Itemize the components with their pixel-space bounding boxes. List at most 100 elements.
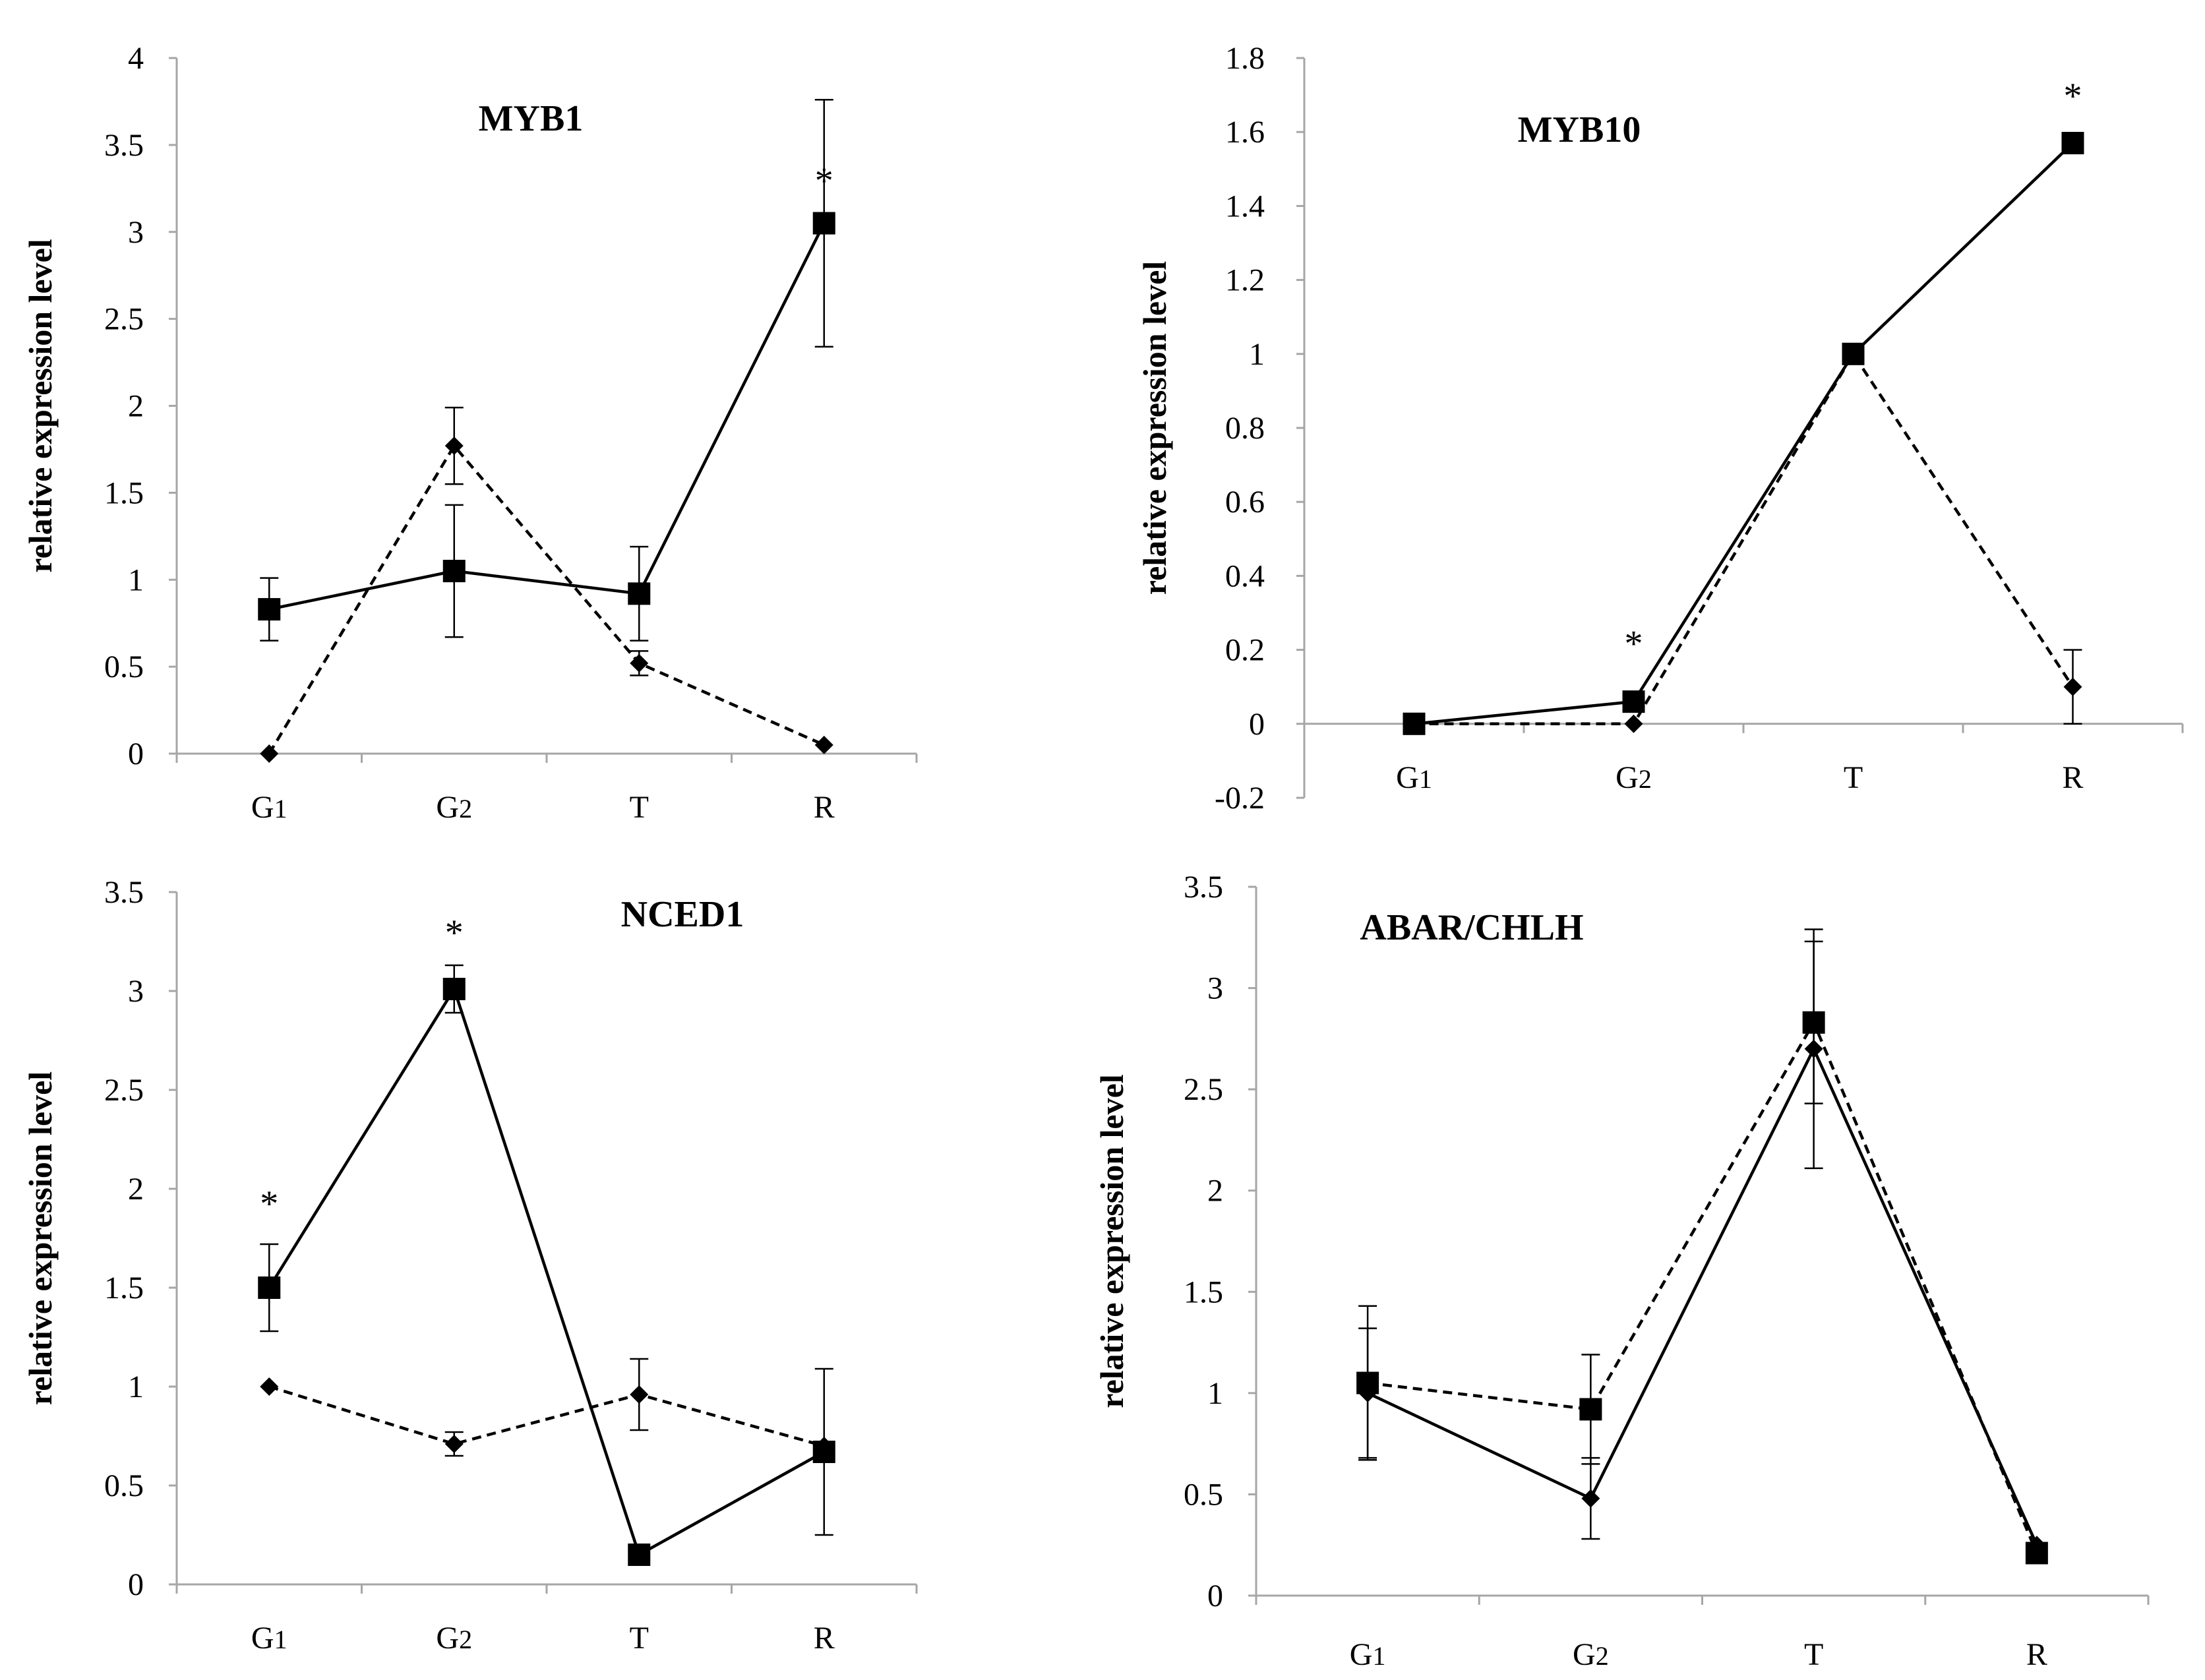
data-point-g1 — [260, 1377, 279, 1396]
x-tick-label-r: R — [814, 790, 835, 825]
significance-marker-g2: * — [445, 913, 464, 953]
y-tick-label-1p5: 1.5 — [104, 1271, 144, 1305]
series-dashed-diamond — [1405, 344, 2082, 733]
x-tick-label-t: T — [630, 790, 649, 825]
y-tick-label-4: 4 — [128, 41, 144, 76]
y-tick-label-1p6: 1.6 — [1225, 115, 1265, 150]
data-point-t — [630, 1385, 649, 1404]
y-tick-label-3p5: 3.5 — [104, 128, 144, 163]
y-tick-label-0: 0 — [1249, 707, 1265, 742]
series-line — [268, 443, 825, 755]
data-point-t — [628, 582, 651, 605]
series-line — [268, 1385, 825, 1448]
data-point-r — [812, 212, 835, 235]
data-point-g1 — [258, 1276, 281, 1299]
x-tick-label-t: T — [1804, 1637, 1823, 1672]
series-dashed-diamond — [260, 406, 833, 763]
series-line — [1367, 1045, 2038, 1546]
y-tick-label-neg0p2: -0.2 — [1215, 781, 1265, 816]
y-tick-label-2: 2 — [1207, 1174, 1223, 1209]
chart-title: NCED1 — [621, 894, 744, 935]
y-tick-label-0p5: 0.5 — [104, 1468, 144, 1503]
x-tick-label-r: R — [2062, 760, 2083, 795]
data-point-r — [2027, 1536, 2046, 1555]
chart-title: MYB10 — [1518, 109, 1641, 150]
x-tick-label-g1: G1 — [1350, 1637, 1386, 1672]
data-point-r — [814, 735, 833, 754]
significance-marker-r: * — [815, 161, 833, 202]
y-tick-label-1p5: 1.5 — [1184, 1275, 1223, 1309]
data-point-g1 — [1358, 1383, 1377, 1402]
series-line — [1367, 1019, 2038, 1554]
chart-panel-myb10: -0.2 0 0.2 0.4 0.6 0.8 1 1.2 1.4 1.6 1.8 G1 G2 T Rrela… — [1136, 41, 2184, 816]
data-point-t — [1842, 342, 1865, 365]
series-line — [1414, 351, 2074, 726]
data-point-g1 — [258, 598, 281, 621]
x-tick-label-t: T — [630, 1621, 649, 1656]
y-tick-label-0p5: 0.5 — [104, 649, 144, 684]
y-tick-label-1p5: 1.5 — [104, 475, 144, 510]
y-tick-label-3p5: 3.5 — [1184, 870, 1223, 905]
data-point-t — [1804, 1039, 1823, 1058]
y-tick-label-3: 3 — [1207, 971, 1223, 1006]
series-dashed-square — [1356, 940, 2048, 1565]
y-tick-label-1: 1 — [128, 1369, 144, 1404]
data-point-g2 — [444, 1435, 464, 1453]
y-axis-label: relative expression level — [22, 239, 59, 572]
x-tick-label-g1: G1 — [251, 790, 287, 825]
y-tick-label-1p8: 1.8 — [1225, 41, 1265, 76]
series-line — [1414, 142, 2074, 726]
chart-title: MYB1 — [479, 98, 584, 139]
series-solid-diamond — [1358, 928, 2046, 1555]
y-tick-label-1p2: 1.2 — [1225, 263, 1265, 298]
data-point-r — [812, 1441, 835, 1463]
y-tick-label-0: 0 — [128, 1567, 144, 1602]
x-tick-label-g1: G1 — [1396, 760, 1432, 795]
y-axis-label: relative expression level — [22, 1071, 59, 1405]
data-point-g2 — [444, 436, 464, 456]
x-tick-label-r: R — [814, 1621, 835, 1656]
significance-marker-g1: * — [260, 1184, 278, 1224]
y-tick-label-0p6: 0.6 — [1225, 485, 1265, 520]
data-point-g2 — [1581, 1489, 1600, 1508]
series-solid-square — [258, 964, 835, 1566]
series-solid-square — [1403, 132, 2084, 735]
data-point-g2 — [1624, 714, 1643, 733]
y-tick-label-0p8: 0.8 — [1225, 411, 1265, 446]
y-tick-label-2p5: 2.5 — [104, 1073, 144, 1108]
x-tick-label-t: T — [1844, 760, 1863, 795]
y-tick-label-3: 3 — [128, 215, 144, 250]
y-tick-label-2: 2 — [128, 1172, 144, 1207]
series-solid-square — [258, 99, 835, 642]
data-point-g1 — [260, 744, 279, 763]
y-tick-label-1: 1 — [128, 562, 144, 597]
y-tick-label-1: 1 — [1249, 337, 1265, 372]
y-tick-label-3p5: 3.5 — [104, 875, 144, 910]
series-dashed-diamond — [260, 1358, 833, 1457]
data-point-t — [628, 1544, 651, 1566]
x-tick-label-g2: G2 — [436, 790, 472, 825]
data-point-g2 — [442, 560, 466, 583]
y-axis-label: relative expression level — [1093, 1074, 1130, 1408]
data-point-r — [2063, 677, 2082, 696]
data-point-r — [2061, 132, 2084, 155]
y-tick-label-1: 1 — [1207, 1376, 1223, 1411]
series-line — [268, 222, 826, 611]
chart-title: ABAR/CHLH — [1360, 907, 1583, 948]
y-axis-label: relative expression level — [1136, 261, 1173, 595]
data-point-g1 — [1403, 712, 1426, 735]
data-point-g2 — [442, 978, 466, 1000]
y-tick-label-2p5: 2.5 — [1184, 1072, 1223, 1107]
y-tick-label-0p5: 0.5 — [1184, 1477, 1223, 1512]
series-line — [268, 985, 825, 1557]
x-tick-label-g2: G2 — [436, 1621, 472, 1656]
y-tick-label-3: 3 — [128, 974, 144, 1009]
data-point-g2 — [1622, 690, 1645, 713]
significance-marker-g2: * — [1625, 623, 1643, 664]
x-tick-label-r: R — [2026, 1637, 2047, 1672]
y-tick-label-1p4: 1.4 — [1225, 189, 1265, 224]
